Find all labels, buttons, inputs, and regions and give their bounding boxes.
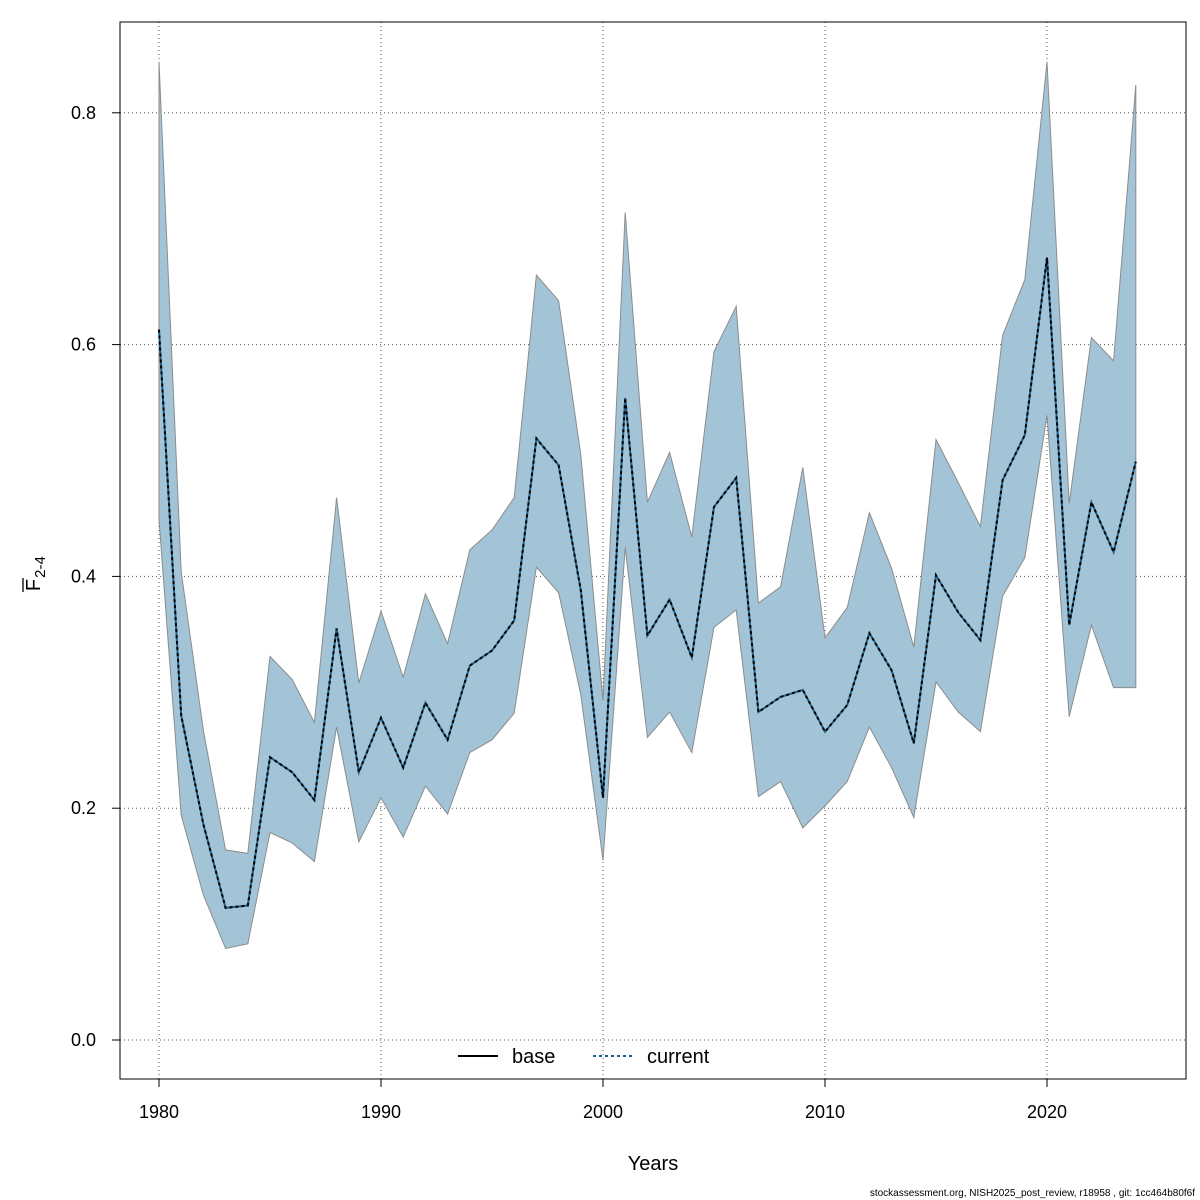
confidence-band bbox=[158, 61, 1137, 950]
legend-current-label: current bbox=[647, 1046, 710, 1068]
series-lines bbox=[158, 257, 1137, 909]
x-axis: 1980 1990 2000 2010 2020 bbox=[139, 1079, 1067, 1122]
y-axis-label-sub: 2-4 bbox=[32, 556, 49, 578]
series-current-line bbox=[158, 257, 1137, 909]
y-tick-label: 0.8 bbox=[71, 103, 96, 123]
legend: base current bbox=[458, 1046, 710, 1068]
y-tick-label: 0.4 bbox=[71, 566, 96, 586]
y-tick-label: 0.0 bbox=[71, 1030, 96, 1050]
y-tick-label: 0.6 bbox=[71, 335, 96, 355]
y-axis-label-main: F bbox=[23, 579, 45, 591]
x-tick-label: 2010 bbox=[805, 1102, 845, 1122]
x-tick-label: 1980 bbox=[139, 1102, 179, 1122]
y-axis-label: F 2-4 bbox=[22, 556, 49, 592]
x-tick-label: 2000 bbox=[583, 1102, 623, 1122]
x-axis-label: Years bbox=[628, 1153, 678, 1175]
footer-note: stockassessment.org, NISH2025_post_revie… bbox=[870, 1188, 1195, 1199]
plot-frame bbox=[119, 21, 1187, 1080]
legend-base-label: base bbox=[512, 1046, 555, 1068]
x-tick-label: 1990 bbox=[361, 1102, 401, 1122]
y-axis: 0.0 0.2 0.4 0.6 0.8 bbox=[71, 103, 120, 1050]
x-tick-label: 2020 bbox=[1027, 1102, 1067, 1122]
y-tick-label: 0.2 bbox=[71, 798, 96, 818]
